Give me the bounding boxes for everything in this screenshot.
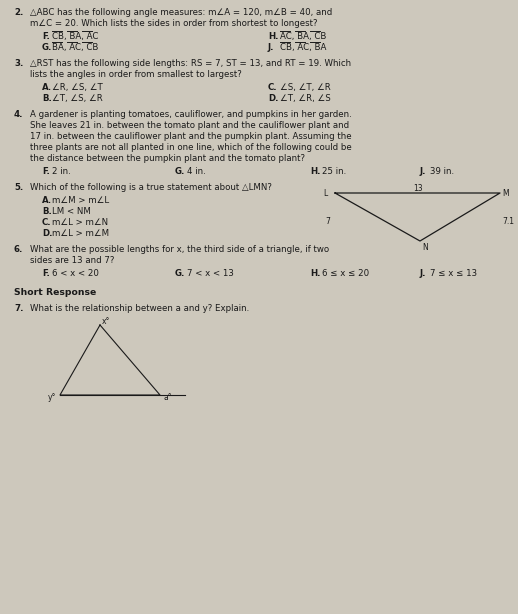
Text: J.: J. (420, 167, 426, 176)
Text: L: L (323, 189, 327, 198)
Text: m∠L > m∠M: m∠L > m∠M (52, 229, 109, 238)
Text: 6 ≤ x ≤ 20: 6 ≤ x ≤ 20 (322, 269, 369, 278)
Text: 6.: 6. (14, 245, 23, 254)
Text: F.: F. (42, 269, 50, 278)
Text: She leaves 21 in. between the tomato plant and the cauliflower plant and: She leaves 21 in. between the tomato pla… (30, 121, 349, 130)
Text: 2 in.: 2 in. (52, 167, 71, 176)
Text: 4.: 4. (14, 110, 23, 119)
Text: D.: D. (42, 229, 52, 238)
Text: J.: J. (420, 269, 426, 278)
Text: 7: 7 (325, 217, 330, 226)
Text: BA, AC, CB: BA, AC, CB (52, 43, 98, 52)
Text: m∠M > m∠L: m∠M > m∠L (52, 196, 109, 205)
Text: △ABC has the following angle measures: m∠A = 120, m∠B = 40, and: △ABC has the following angle measures: m… (30, 8, 332, 17)
Text: A.: A. (42, 196, 52, 205)
Text: M: M (502, 189, 509, 198)
Text: H.: H. (268, 32, 279, 41)
Text: ∠T, ∠R, ∠S: ∠T, ∠R, ∠S (280, 94, 331, 103)
Text: ∠R, ∠S, ∠T: ∠R, ∠S, ∠T (52, 83, 103, 92)
Text: sides are 13 and 7?: sides are 13 and 7? (30, 256, 114, 265)
Text: Which of the following is a true statement about △LMN?: Which of the following is a true stateme… (30, 183, 272, 192)
Text: H.: H. (310, 269, 321, 278)
Text: the distance between the pumpkin plant and the tomato plant?: the distance between the pumpkin plant a… (30, 154, 305, 163)
Text: 13: 13 (413, 184, 423, 193)
Text: G.: G. (42, 43, 52, 52)
Text: N: N (422, 243, 428, 252)
Text: A gardener is planting tomatoes, cauliflower, and pumpkins in her garden.: A gardener is planting tomatoes, caulifl… (30, 110, 352, 119)
Text: J.: J. (268, 43, 275, 52)
Text: 6 < x < 20: 6 < x < 20 (52, 269, 99, 278)
Text: B.: B. (42, 94, 52, 103)
Text: x°: x° (102, 317, 110, 326)
Text: 17 in. between the cauliflower plant and the pumpkin plant. Assuming the: 17 in. between the cauliflower plant and… (30, 132, 352, 141)
Text: CB, BA, AC: CB, BA, AC (52, 32, 98, 41)
Text: 39 in.: 39 in. (430, 167, 454, 176)
Text: 7 < x < 13: 7 < x < 13 (187, 269, 234, 278)
Text: 3.: 3. (14, 59, 23, 68)
Text: LM < NM: LM < NM (52, 207, 91, 216)
Text: F.: F. (42, 167, 50, 176)
Text: 7 ≤ x ≤ 13: 7 ≤ x ≤ 13 (430, 269, 477, 278)
Text: y°: y° (48, 393, 56, 402)
Text: G.: G. (175, 167, 185, 176)
Text: AC, BA, CB: AC, BA, CB (280, 32, 326, 41)
Text: A.: A. (42, 83, 52, 92)
Text: F.: F. (42, 32, 50, 41)
Text: C.: C. (42, 218, 52, 227)
Text: 7.1: 7.1 (502, 217, 514, 226)
Text: H.: H. (310, 167, 321, 176)
Text: lists the angles in order from smallest to largest?: lists the angles in order from smallest … (30, 70, 242, 79)
Text: What is the relationship between a and y? Explain.: What is the relationship between a and y… (30, 304, 249, 313)
Text: 4 in.: 4 in. (187, 167, 206, 176)
Text: 25 in.: 25 in. (322, 167, 346, 176)
Text: ∠T, ∠S, ∠R: ∠T, ∠S, ∠R (52, 94, 103, 103)
Text: G.: G. (175, 269, 185, 278)
Text: three plants are not all planted in one line, which of the following could be: three plants are not all planted in one … (30, 143, 352, 152)
Text: CB, AC, BA: CB, AC, BA (280, 43, 326, 52)
Text: △RST has the following side lengths: RS = 7, ST = 13, and RT = 19. Which: △RST has the following side lengths: RS … (30, 59, 351, 68)
Text: D.: D. (268, 94, 279, 103)
Text: Short Response: Short Response (14, 288, 96, 297)
Text: What are the possible lengths for x, the third side of a triangle, if two: What are the possible lengths for x, the… (30, 245, 329, 254)
Text: a°: a° (163, 393, 171, 402)
Text: 7.: 7. (14, 304, 23, 313)
Text: 2.: 2. (14, 8, 23, 17)
Text: m∠L > m∠N: m∠L > m∠N (52, 218, 108, 227)
Text: C.: C. (268, 83, 278, 92)
Text: B.: B. (42, 207, 52, 216)
Text: ∠S, ∠T, ∠R: ∠S, ∠T, ∠R (280, 83, 331, 92)
Text: 5.: 5. (14, 183, 23, 192)
Text: m∠C = 20. Which lists the sides in order from shortest to longest?: m∠C = 20. Which lists the sides in order… (30, 19, 318, 28)
